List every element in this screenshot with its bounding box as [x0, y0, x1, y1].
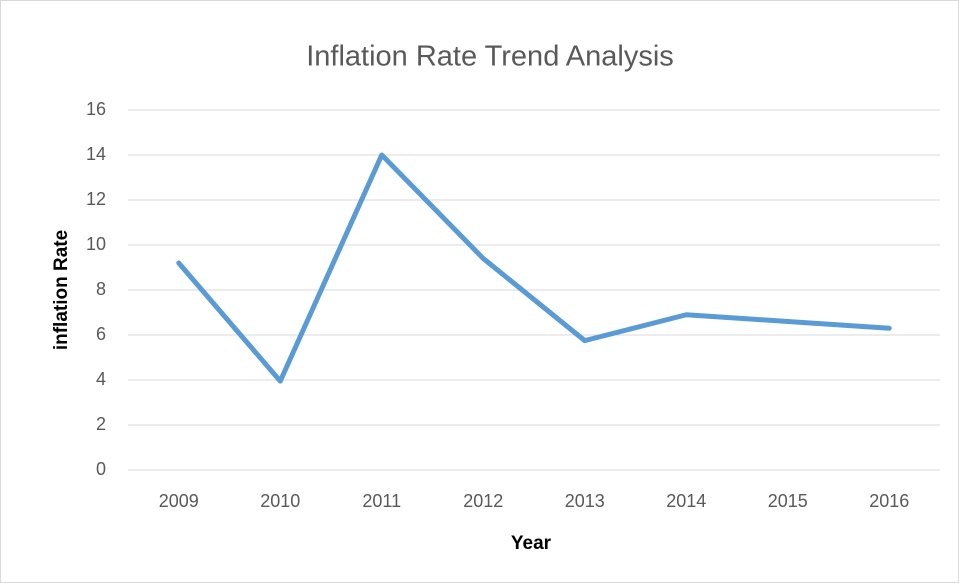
x-tick-label: 2009	[159, 491, 199, 511]
x-tick-label: 2014	[666, 491, 706, 511]
x-axis-label: Year	[511, 533, 552, 554]
y-tick-label: 0	[96, 459, 106, 479]
y-tick-label: 6	[96, 324, 106, 344]
y-tick-label: 12	[86, 189, 106, 209]
y-tick-label: 8	[96, 279, 106, 299]
x-tick-label: 2012	[463, 491, 503, 511]
x-tick-label: 2011	[362, 491, 401, 511]
data-line	[176, 152, 892, 384]
y-axis-label: inflation Rate	[51, 230, 72, 350]
y-tick-label: 10	[86, 234, 106, 254]
x-tick-label: 2010	[260, 491, 300, 511]
y-tick-label: 4	[96, 369, 106, 389]
x-tick-label: 2016	[869, 491, 909, 511]
chart-title: Inflation Rate Trend Analysis	[306, 41, 674, 73]
y-tick-label: 14	[86, 144, 106, 164]
y-tick-label: 2	[96, 414, 106, 434]
y-tick-label: 16	[86, 99, 106, 119]
x-tick-label: 2013	[565, 491, 605, 511]
x-tick-label: 2015	[768, 491, 808, 511]
